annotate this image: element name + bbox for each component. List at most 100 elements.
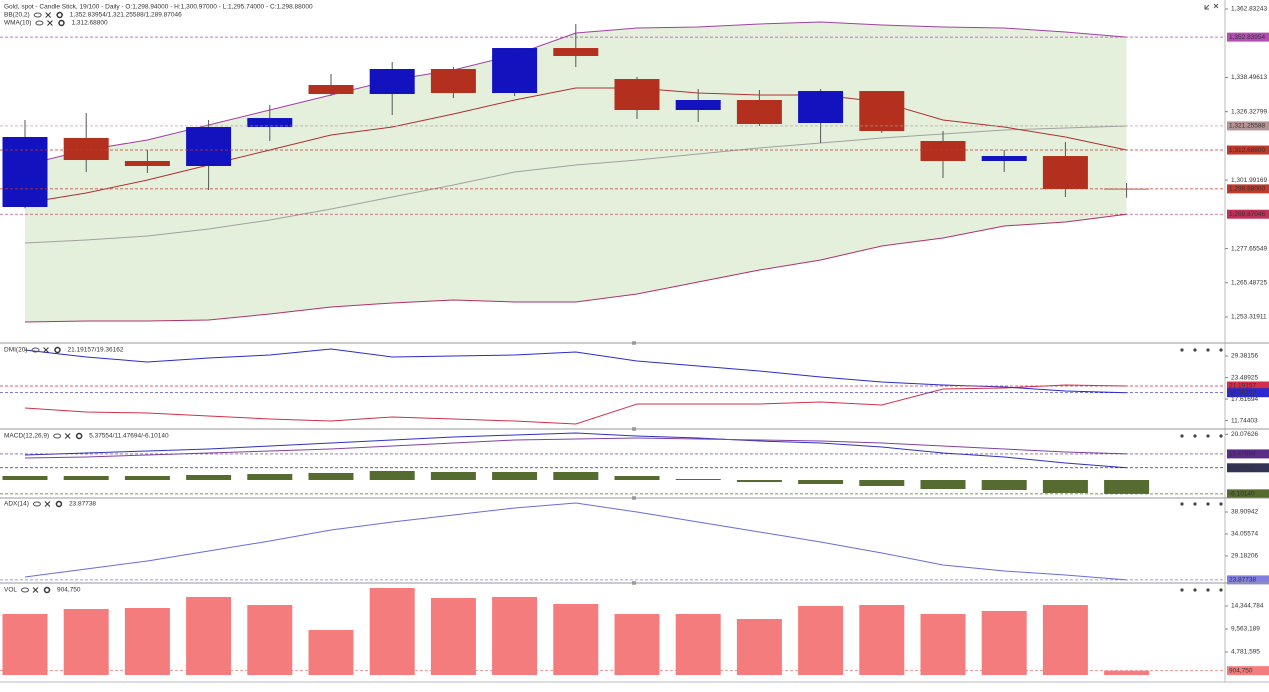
expand-icon[interactable] [1193,502,1197,506]
remove-icon[interactable] [32,587,39,593]
resize-handle[interactable] [632,581,636,585]
y-tick-label: 1,253.31911 [1231,314,1267,321]
close-icon[interactable] [1219,588,1223,592]
histogram-bar [553,472,599,480]
volume-bar [798,606,844,675]
move-down-icon[interactable] [1206,348,1210,352]
histogram-bar [63,476,109,480]
indicator-line [24,213,1127,323]
histogram-bar [1042,480,1088,493]
settings-icon[interactable] [43,586,51,594]
candle-body [736,99,782,125]
y-tick-label: 11.74403 [1231,417,1258,424]
indicator-name: MACD(12,26,9) [4,433,49,440]
visibility-icon[interactable] [21,587,30,593]
close-icon[interactable] [1213,3,1219,9]
candle-body [2,137,48,208]
price-tag-label: 19.36162 [1229,389,1256,396]
price-tag [1227,145,1269,155]
settings-icon[interactable] [56,11,63,19]
expand-icon[interactable] [1193,434,1197,438]
y-tick-label: 20.07626 [1231,431,1258,438]
close-icon[interactable] [1219,348,1223,352]
candle-body [186,127,232,167]
indicator-value: 1,352.83954/1,321.25588/1,289.87046 [70,12,182,19]
volume-bar [920,614,966,675]
histogram-bar [675,479,721,480]
volume-bar [675,614,721,675]
price-tag [1227,666,1269,676]
visibility-icon[interactable] [53,433,62,439]
histogram-bar [369,471,415,480]
settings-icon[interactable] [75,432,83,440]
remove-icon[interactable] [44,501,51,507]
expand-icon[interactable] [1204,4,1210,10]
band-fill [25,22,1127,323]
histogram-bar [614,476,660,480]
remove-icon[interactable] [45,12,52,18]
settings-icon[interactable] [55,500,63,508]
collapse-icon[interactable] [1180,348,1184,352]
close-icon[interactable] [1219,434,1223,438]
collapse-icon[interactable] [1180,588,1184,592]
histogram-bar [2,476,48,480]
price-tag-label: -6.10140 [1229,491,1255,498]
candle-body [614,79,660,111]
y-tick-label: 1,301.99169 [1231,177,1268,184]
expand-icon[interactable] [1193,348,1197,352]
visibility-icon[interactable] [32,501,41,507]
y-tick-label: 1,362.83243 [1231,6,1268,13]
volume-bar [308,629,354,675]
indicator-name: ADX(14) [4,501,29,508]
price-tag-label: 1,312.68800 [1229,147,1266,154]
move-down-icon[interactable] [1206,588,1210,592]
indicator-name: WMA(10) [4,20,31,27]
candle-body [981,156,1027,161]
candle-body [920,141,966,161]
volume-bar [1042,605,1088,675]
window-controls[interactable] [1204,3,1219,10]
histogram-bar [981,480,1027,490]
resize-handle[interactable] [632,496,636,500]
histogram-bar [1104,480,1150,494]
candle-body [430,69,476,94]
volume-bar [124,607,170,675]
visibility-icon[interactable] [35,20,44,26]
resize-handle[interactable] [632,427,636,431]
histogram-bar [798,480,844,484]
indicator-value: 23.87738 [69,501,96,508]
y-tick-label: 1,338.49613 [1231,74,1268,81]
price-tag [1227,121,1269,131]
visibility-icon[interactable] [33,12,42,18]
candle-body [859,91,905,132]
price-tag [1227,449,1269,459]
volume-bar [736,619,782,675]
remove-icon[interactable] [64,433,71,439]
volume-bar [2,614,48,675]
collapse-icon[interactable] [1180,502,1184,506]
close-icon[interactable] [1219,502,1223,506]
expand-icon[interactable] [1193,588,1197,592]
y-tick-label: 1,277.65549 [1231,245,1268,252]
indicator-value: 5.37554/11.47694/-6.10140 [89,433,169,440]
settings-icon[interactable] [54,346,61,354]
price-tag-label: 1,289.87046 [1229,211,1266,218]
move-down-icon[interactable] [1206,502,1210,506]
visibility-icon[interactable] [31,347,40,353]
y-tick-label: 29.38156 [1231,353,1258,360]
resize-handle[interactable] [632,341,636,345]
price-tag [1227,489,1269,499]
candle-body [63,137,109,161]
candle-body [1042,156,1088,190]
remove-icon[interactable] [47,20,53,26]
histogram-bar [186,475,232,480]
remove-icon[interactable] [43,347,49,353]
y-tick-label: 17.61694 [1231,396,1258,403]
indicator-line [24,432,1127,469]
move-down-icon[interactable] [1206,434,1210,438]
histogram-bar [430,472,476,480]
histogram-bar [492,472,538,480]
settings-icon[interactable] [58,19,65,27]
collapse-icon[interactable] [1180,434,1184,438]
